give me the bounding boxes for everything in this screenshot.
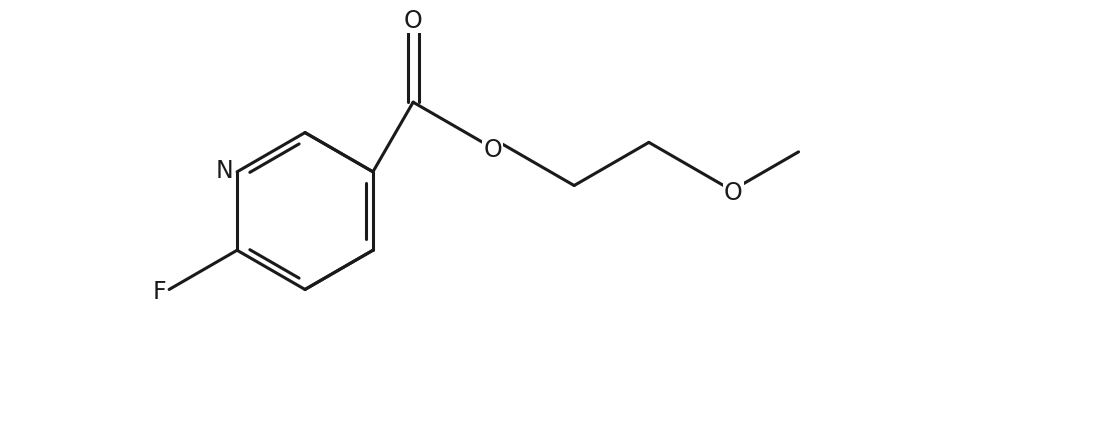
Text: F: F xyxy=(152,280,166,304)
Text: O: O xyxy=(483,138,502,162)
Text: O: O xyxy=(404,9,423,32)
Text: O: O xyxy=(725,181,742,205)
Text: N: N xyxy=(216,158,234,182)
